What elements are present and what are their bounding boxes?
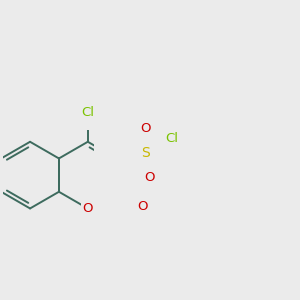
Text: O: O	[145, 172, 155, 184]
Text: S: S	[141, 146, 150, 161]
Text: Cl: Cl	[81, 106, 94, 119]
Text: O: O	[137, 200, 147, 213]
Text: O: O	[140, 122, 151, 135]
Text: O: O	[82, 202, 93, 215]
Text: Cl: Cl	[165, 132, 178, 145]
